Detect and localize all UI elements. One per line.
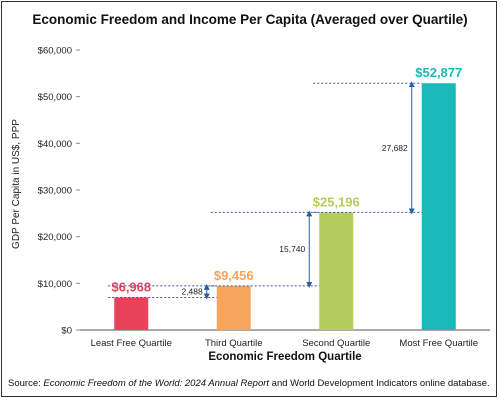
bar — [319, 212, 354, 330]
difference-annotations: 2,488 15,740 27,682 — [108, 81, 422, 300]
y-tick-label: $10,000 — [38, 279, 72, 290]
y-axis-ticks: $0 $10,000 $20,000 $30,000 $40,000 $50,000 $60… — [38, 46, 80, 337]
x-axis-ticks: Least Free Quartile Third Quartile Second … — [91, 338, 479, 349]
bar — [421, 83, 456, 331]
chart-title: Economic Freedom and Income Per Capita (… — [32, 12, 467, 27]
bar — [216, 285, 251, 330]
difference-label: 27,682 — [382, 143, 408, 153]
source-prefix: Source: — [8, 378, 43, 389]
source-title: Economic Freedom of the World: 2024 Annu… — [43, 378, 269, 389]
bar — [114, 297, 149, 330]
bar-value-label: $52,877 — [415, 65, 462, 80]
bars: $6,968 $9,456 $25,196 $52,877 — [111, 65, 462, 331]
y-tick-label: $20,000 — [38, 232, 72, 243]
y-axis-label: GDP Per Capita in US$, PPP — [11, 119, 22, 249]
y-tick-label: $0 — [61, 326, 72, 337]
y-tick-label: $30,000 — [38, 186, 72, 197]
x-axis-label: Economic Freedom Quartile — [208, 351, 361, 363]
bar-value-label: $9,456 — [214, 268, 254, 283]
difference-label: 15,740 — [279, 244, 305, 254]
x-tick-label: Most Free Quartile — [399, 338, 478, 349]
y-tick-label: $60,000 — [38, 46, 72, 57]
x-tick-label: Least Free Quartile — [91, 338, 172, 349]
source-suffix: and World Development Indicators online … — [269, 378, 490, 389]
bar-value-label: $25,196 — [313, 194, 360, 209]
y-tick-label: $50,000 — [38, 92, 72, 103]
x-tick-label: Second Quartile — [302, 338, 370, 349]
bar-value-label: $6,968 — [111, 279, 151, 294]
difference-label: 2,488 — [181, 287, 203, 297]
x-tick-label: Third Quartile — [205, 338, 263, 349]
y-tick-label: $40,000 — [38, 139, 72, 150]
source-note: Source: Economic Freedom of the World: 2… — [8, 378, 490, 389]
